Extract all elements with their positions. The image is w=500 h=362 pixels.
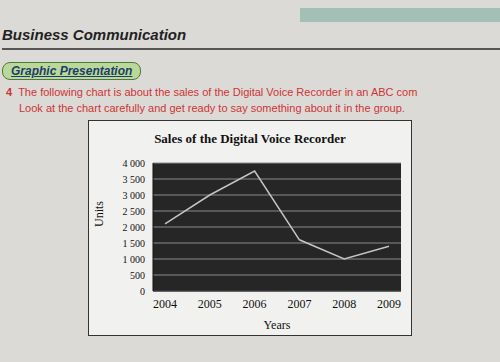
svg-text:1 500: 1 500 xyxy=(123,238,146,249)
svg-text:4 000: 4 000 xyxy=(123,158,146,169)
svg-text:2 000: 2 000 xyxy=(123,222,146,233)
svg-text:2 500: 2 500 xyxy=(123,206,146,217)
svg-text:0: 0 xyxy=(140,286,145,297)
html-text:Look at the chart carefully an: Look at the chart carefully and get read… xyxy=(19,102,405,114)
svg-text:2008: 2008 xyxy=(332,297,356,311)
svg-text:2009: 2009 xyxy=(377,297,401,311)
html-text:Business Communication: Business Communication xyxy=(2,26,187,43)
html-text:4: 4 xyxy=(6,86,13,98)
svg-text:2004: 2004 xyxy=(153,297,177,311)
svg-text:2005: 2005 xyxy=(198,297,222,311)
svg-text:Units: Units xyxy=(92,201,106,227)
svg-text:1 000: 1 000 xyxy=(123,254,146,265)
html-text:Graphic Presentation: Graphic Presentation xyxy=(11,64,133,78)
svg-text:2007: 2007 xyxy=(287,297,311,311)
svg-text:Years: Years xyxy=(264,318,291,332)
svg-text:500: 500 xyxy=(130,270,145,281)
svg-text:2006: 2006 xyxy=(243,297,267,311)
html-text:Sales of the Digital Voice Rec: Sales of the Digital Voice Recorder xyxy=(154,131,346,146)
svg-text:3 000: 3 000 xyxy=(123,190,146,201)
html-text:The following chart is about t: The following chart is about the sales o… xyxy=(18,86,418,98)
svg-text:3 500: 3 500 xyxy=(123,174,146,185)
